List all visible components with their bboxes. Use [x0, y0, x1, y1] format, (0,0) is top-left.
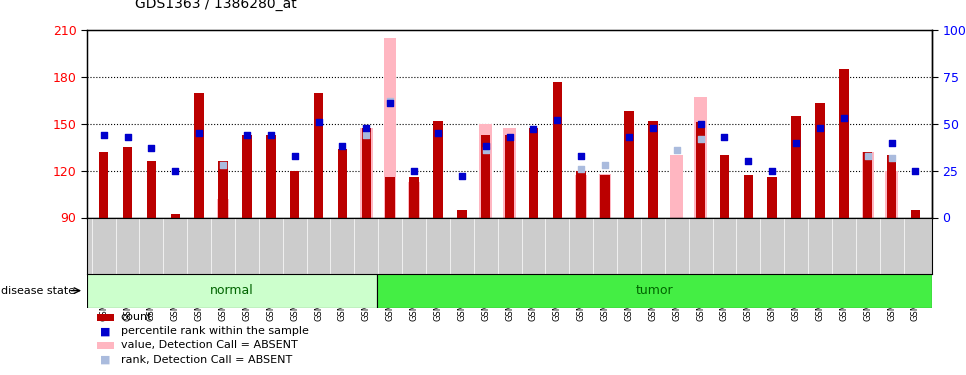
Text: rank, Detection Call = ABSENT: rank, Detection Call = ABSENT: [121, 355, 292, 364]
Bar: [385, 177, 395, 218]
Point: [526, 126, 541, 132]
Bar: [815, 104, 825, 218]
Bar: [410, 177, 419, 218]
Bar: [839, 69, 848, 218]
Bar: [744, 176, 753, 217]
Point: [263, 132, 278, 138]
Point: [383, 100, 398, 106]
Bar: [505, 135, 514, 218]
Point: [358, 132, 374, 138]
Bar: [695, 97, 707, 218]
Point: [191, 130, 207, 136]
Point: [478, 147, 494, 153]
Bar: [87, 274, 377, 308]
Text: value, Detection Call = ABSENT: value, Detection Call = ABSENT: [121, 340, 298, 350]
Bar: [479, 124, 492, 218]
Point: [550, 117, 565, 123]
Bar: [290, 171, 299, 217]
Bar: [194, 93, 204, 218]
Point: [383, 98, 398, 104]
Point: [334, 143, 350, 149]
Text: ■: ■: [100, 355, 110, 365]
Bar: [433, 121, 442, 218]
Bar: [99, 152, 108, 217]
Point: [812, 124, 828, 130]
Bar: [577, 171, 586, 217]
Point: [837, 115, 852, 121]
Point: [597, 162, 612, 168]
Point: [884, 140, 899, 146]
Point: [884, 154, 899, 160]
Bar: [360, 128, 373, 217]
Point: [358, 124, 374, 130]
Bar: [314, 93, 324, 218]
Point: [788, 140, 804, 146]
Point: [311, 119, 327, 125]
Point: [908, 168, 923, 174]
Bar: [528, 128, 538, 217]
Point: [407, 168, 422, 174]
Point: [240, 132, 255, 138]
Point: [574, 166, 589, 172]
Bar: [218, 161, 228, 218]
Bar: [670, 155, 683, 218]
Text: GDS1363 / 1386280_at: GDS1363 / 1386280_at: [135, 0, 297, 11]
Bar: [123, 147, 132, 218]
Bar: [242, 135, 252, 218]
Bar: [887, 155, 896, 218]
Bar: [266, 135, 275, 218]
Bar: [216, 199, 229, 217]
Bar: [338, 149, 347, 217]
Point: [693, 136, 708, 142]
Bar: [377, 274, 932, 308]
Text: percentile rank within the sample: percentile rank within the sample: [121, 326, 308, 336]
Bar: [791, 116, 801, 218]
Bar: [600, 176, 610, 217]
Bar: [648, 121, 658, 218]
Bar: [361, 128, 371, 217]
Bar: [384, 38, 396, 218]
Bar: [862, 152, 874, 217]
Point: [693, 121, 708, 127]
Bar: [696, 122, 705, 218]
Bar: [599, 174, 611, 217]
Bar: [767, 177, 777, 218]
Text: ■: ■: [100, 327, 110, 336]
Point: [120, 134, 135, 140]
Point: [287, 153, 302, 159]
Point: [645, 124, 661, 130]
Point: [764, 168, 780, 174]
Point: [215, 162, 231, 168]
Point: [717, 134, 732, 140]
Point: [741, 158, 756, 164]
Point: [454, 173, 469, 179]
Point: [96, 132, 111, 138]
Point: [478, 143, 494, 149]
Point: [167, 168, 183, 174]
Point: [860, 153, 875, 159]
Point: [669, 147, 685, 153]
Text: count: count: [121, 312, 153, 322]
Bar: [720, 155, 729, 218]
Bar: [147, 161, 156, 218]
Bar: [481, 135, 491, 218]
Point: [574, 153, 589, 159]
Point: [621, 134, 637, 140]
Point: [430, 130, 445, 136]
Bar: [886, 171, 897, 217]
Bar: [171, 214, 180, 217]
Bar: [553, 82, 562, 218]
Bar: [863, 152, 872, 217]
Text: tumor: tumor: [636, 284, 673, 297]
Bar: [408, 182, 420, 218]
Point: [502, 134, 518, 140]
Point: [144, 145, 159, 151]
Bar: [457, 210, 467, 218]
Bar: [911, 210, 921, 218]
Text: disease state: disease state: [1, 286, 75, 296]
Bar: [503, 128, 516, 217]
Bar: [624, 111, 634, 218]
Bar: [575, 176, 587, 217]
Text: normal: normal: [210, 284, 254, 297]
